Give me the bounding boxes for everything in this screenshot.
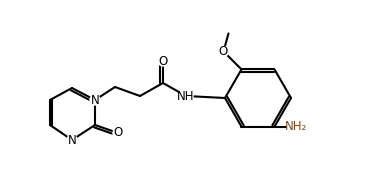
Text: O: O bbox=[113, 126, 123, 139]
Text: NH: NH bbox=[177, 90, 195, 103]
Circle shape bbox=[67, 135, 77, 145]
Circle shape bbox=[158, 56, 168, 66]
Circle shape bbox=[219, 46, 229, 56]
Circle shape bbox=[179, 89, 193, 103]
Text: O: O bbox=[159, 54, 167, 67]
Text: O: O bbox=[219, 45, 228, 58]
Text: N: N bbox=[68, 134, 76, 146]
Text: N: N bbox=[91, 94, 99, 107]
Text: NH₂: NH₂ bbox=[285, 120, 308, 133]
Circle shape bbox=[90, 95, 100, 105]
Circle shape bbox=[113, 128, 123, 138]
Circle shape bbox=[288, 118, 305, 136]
